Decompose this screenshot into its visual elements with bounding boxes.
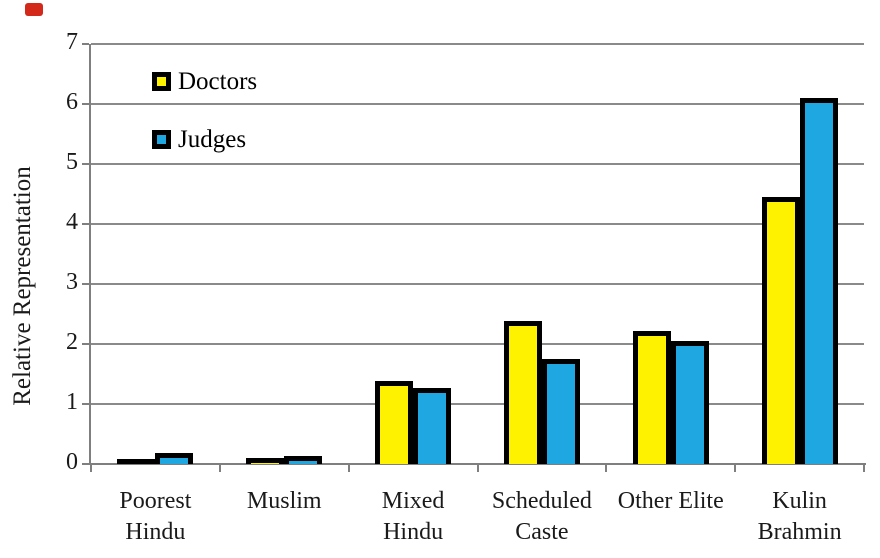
x-category-label-line: Scheduled [491,488,592,514]
x-category-label: Mixed Hindu [323,486,503,548]
x-category-label: Poorest Hindu [65,486,245,548]
bar-doctors-4 [503,321,542,464]
y-axis-line [89,44,91,465]
y-tick-label: 5 [66,149,78,175]
bar-judges-5 [670,341,709,464]
bar-judges-2 [284,455,323,464]
x-tick [347,464,350,472]
bar-judges-6 [799,98,838,464]
x-category-label: Kulin Brahmin [710,486,880,548]
y-tick-label: 1 [66,389,78,415]
x-category-label-line: Hindu [383,519,444,545]
y-tick-label: 7 [66,29,78,55]
legend: Doctors Judges [152,68,257,184]
gridline [91,403,864,405]
x-category-label-line: Other Elite [617,488,724,514]
x-category-label: Muslim [194,486,374,517]
legend-label: Judges [178,126,247,153]
y-tick-label: 4 [66,209,78,235]
red-marker [25,3,43,16]
y-tick [82,283,89,285]
legend-item-judges: Judges [152,126,257,153]
x-tick [863,464,865,472]
y-tick [82,103,89,105]
x-tick [218,464,221,472]
x-category-label-line: Caste [515,519,569,545]
x-tick [734,464,737,472]
y-tick [82,163,89,165]
y-tick-label: 0 [66,449,78,475]
y-tick-label: 6 [66,89,78,115]
x-axis-line [84,463,866,465]
gridline [91,223,864,225]
gridline [91,283,864,285]
legend-swatch-judges [152,130,171,149]
x-category-label-line: Mixed [381,488,445,514]
legend-label: Doctors [178,68,258,95]
bar-doctors-6 [761,197,800,464]
y-tick-label: 2 [66,329,78,355]
y-tick [82,463,89,465]
x-tick [605,464,608,472]
bar-doctors-2 [246,458,285,464]
x-category-label-line: Hindu [125,519,186,545]
x-category-label-line: Poorest [119,488,192,514]
y-tick [82,43,89,45]
legend-item-doctors: Doctors [152,68,257,95]
x-tick [90,464,92,472]
x-tick [476,464,479,472]
legend-swatch-doctors [152,72,171,91]
bar-judges-1 [155,453,194,464]
gridline [91,103,864,105]
bar-doctors-3 [375,381,414,464]
bar-doctors-1 [117,459,156,464]
x-category-label: Scheduled Caste [452,486,632,548]
y-tick [82,343,89,345]
y-tick [82,223,89,225]
x-category-label: Other Elite [581,486,761,517]
bar-judges-4 [541,359,580,464]
gridline [91,343,864,345]
x-category-label-line: Kulin [772,488,827,514]
x-category-label-line: Brahmin [757,519,842,545]
y-tick-label: 3 [66,269,78,295]
y-tick [82,403,89,405]
gridline [91,43,864,45]
y-axis-title: Relative Representation [9,166,36,406]
bar-judges-3 [413,387,452,464]
x-category-label-line: Muslim [246,488,322,514]
gridline [91,163,864,165]
bar-doctors-5 [632,330,671,464]
